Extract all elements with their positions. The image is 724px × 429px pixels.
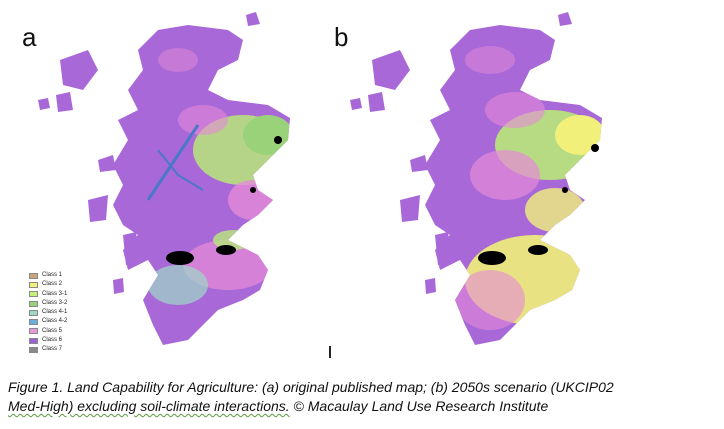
map-legend: Class 1 Class 2 Class 3-1 Class 3-2 Clas… — [29, 271, 67, 355]
caption-credit: © Macaulay Land Use Research Institute — [289, 398, 549, 414]
legend-item: Class 3-2 — [29, 299, 67, 308]
panel-label-b: b — [334, 22, 349, 52]
legend-item: Class 2 — [29, 280, 67, 289]
figure-caption: Figure 1. Land Capability for Agricultur… — [8, 378, 720, 416]
legend-swatch — [29, 291, 38, 298]
panel-label-a: a — [22, 22, 37, 52]
legend-label: Class 5 — [42, 327, 63, 334]
legend-item: Class 3-1 — [29, 290, 67, 299]
legend-swatch — [29, 337, 38, 344]
legend-swatch — [29, 347, 38, 354]
northern-isles — [558, 12, 572, 26]
caption-line-2: Med-High) excluding soil-climate interac… — [8, 397, 720, 416]
legend-label: Class 7 — [42, 346, 63, 353]
legend-item: Class 6 — [29, 336, 67, 345]
mainland — [113, 25, 290, 345]
legend-label: Class 1 — [42, 272, 63, 278]
legend-label: Class 3-1 — [42, 290, 68, 297]
caption-line-1: Figure 1. Land Capability for Agricultur… — [8, 379, 614, 395]
western-isles — [350, 50, 452, 294]
legend-label: Class 6 — [42, 337, 63, 344]
legend-swatch — [29, 319, 38, 326]
scotland-map-original — [38, 12, 290, 345]
western-isles — [38, 50, 140, 294]
scotland-map-2050s — [350, 12, 602, 345]
legend-item: Class 4-2 — [29, 317, 67, 326]
legend-swatch — [29, 272, 38, 279]
legend-swatch — [29, 328, 38, 335]
legend-label: Class 4-1 — [42, 309, 68, 316]
caption-underlined-text: Med-High) excluding soil-climate interac… — [8, 398, 290, 414]
legend-item: Class 5 — [29, 327, 67, 336]
legend-label: Class 2 — [42, 281, 63, 288]
legend-item: Class 4-1 — [29, 308, 67, 317]
northern-isles — [246, 12, 260, 26]
legend-swatch — [29, 309, 38, 316]
legend-swatch — [29, 281, 38, 288]
legend-swatch — [29, 300, 38, 307]
text-cursor-mark — [329, 346, 331, 358]
mainland — [425, 25, 602, 345]
legend-item: Class 7 — [29, 345, 67, 354]
legend-label: Class 4-2 — [42, 318, 68, 325]
legend-label: Class 3-2 — [42, 299, 68, 306]
legend-item: Class 1 — [29, 271, 67, 280]
